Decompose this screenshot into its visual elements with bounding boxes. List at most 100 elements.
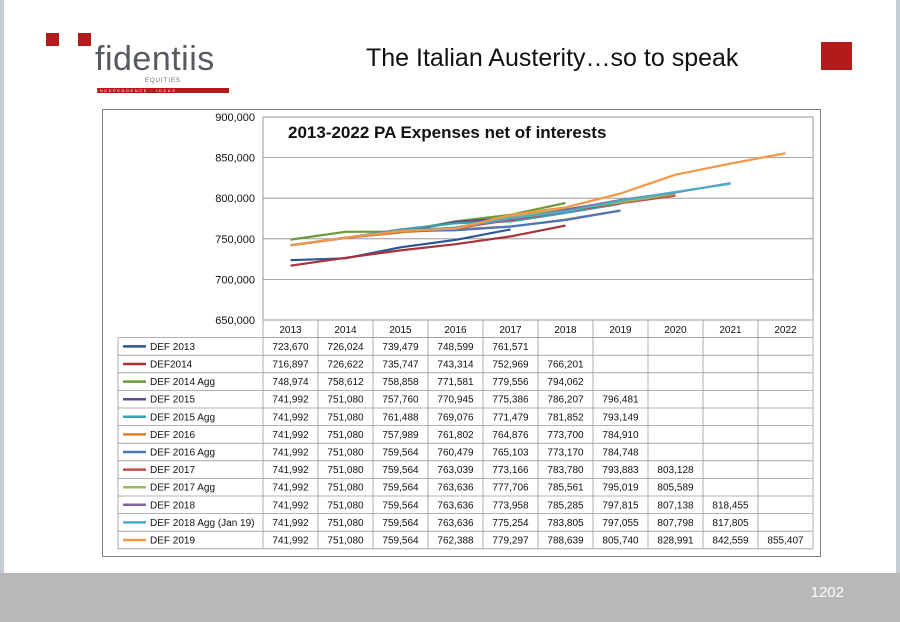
x-category-label: 2020 [664,325,687,336]
table-value: 741,992 [272,448,309,459]
chart-panel: 650,000 700,000 750,000 800,000 850,000 900,0… [102,109,821,557]
logo-square-1 [46,33,59,46]
table-value: 763,636 [437,500,474,511]
table-value: 757,760 [382,395,419,406]
table-value: 751,080 [327,536,364,547]
x-category-label: 2021 [719,325,742,336]
table-value: 763,636 [437,518,474,529]
table-value: 743,314 [437,360,474,371]
table-value: 797,815 [602,500,639,511]
table-value: 759,564 [382,483,419,494]
series-line-11 [290,152,786,247]
table-value: 726,622 [327,360,364,371]
table-value: 763,039 [437,465,474,476]
table-value: 723,670 [272,342,309,353]
footer-bar [0,573,900,622]
table-value: 716,897 [272,360,309,371]
legend-label: DEF 2015 [150,395,195,406]
table-value: 766,201 [547,360,584,371]
x-category-label: 2017 [499,325,522,336]
table-value: 770,945 [437,395,474,406]
x-category-label: 2016 [444,325,467,336]
legend-label: DEF 2018 [150,500,195,511]
table-value: 763,636 [437,483,474,494]
table-value: 785,285 [547,500,584,511]
legend-label: DEF2014 [150,360,193,371]
table-value: 775,254 [492,518,529,529]
table-value: 759,564 [382,536,419,547]
table-value: 795,019 [602,483,639,494]
table-value: 752,969 [492,360,529,371]
table-value: 855,407 [767,536,804,547]
table-value: 777,706 [492,483,529,494]
table-value: 828,991 [657,536,694,547]
legend-label: DEF 2015 Agg [150,412,215,423]
table-value: 773,700 [547,430,584,441]
table-value: 741,992 [272,412,309,423]
legend-label: DEF 2019 [150,536,195,547]
legend-label: DEF 2013 [150,342,195,353]
x-category-label: 2022 [774,325,797,336]
y-tick-label: 800,000 [215,193,255,205]
slide-frame-right [896,0,900,622]
table-value: 748,599 [437,342,474,353]
table-value: 779,556 [492,377,529,388]
table-value: 771,479 [492,412,529,423]
logo-text: fidentiis [95,40,215,78]
plot-area [262,116,814,321]
table-value: 784,748 [602,448,639,459]
table-value: 773,166 [492,465,529,476]
table-value: 751,080 [327,395,364,406]
table-value: 741,992 [272,536,309,547]
y-tick-label: 700,000 [215,274,255,286]
table-value: 748,974 [272,377,309,388]
table-value: 769,076 [437,412,474,423]
table-value: 773,170 [547,448,584,459]
table-value: 765,103 [492,448,529,459]
legend-label: DEF 2014 Agg [150,377,215,388]
table-value: 751,080 [327,500,364,511]
table-value: 751,080 [327,483,364,494]
table-value: 751,080 [327,518,364,529]
table-value: 759,564 [382,500,419,511]
logo-tagline-bar: INDEPENDENCE · IDEAS [97,88,229,93]
legend-label: DEF 2016 Agg [150,448,215,459]
table-value: 842,559 [712,536,749,547]
table-value: 803,128 [657,465,694,476]
x-category-label: 2015 [389,325,412,336]
table-value: 785,561 [547,483,584,494]
series-line-1 [290,224,566,267]
table-value: 751,080 [327,448,364,459]
table-value: 788,639 [547,536,584,547]
x-category-label: 2014 [334,325,357,336]
table-value: 773,958 [492,500,529,511]
table-value: 759,564 [382,448,419,459]
slide-title: The Italian Austerity…so to speak [366,44,739,72]
table-value: 751,080 [327,465,364,476]
table-value: 784,910 [602,430,639,441]
series-line-0 [290,228,511,262]
page-number: 1202 [810,584,844,601]
y-tick-label: 750,000 [215,234,255,246]
title-accent-square [821,42,852,70]
table-value: 779,297 [492,536,529,547]
table-value: 759,564 [382,518,419,529]
table-value: 793,883 [602,465,639,476]
table-value: 771,581 [437,377,474,388]
x-category-label: 2013 [279,325,302,336]
logo-subtitle: EQUITIES [145,78,182,84]
slide-frame-left [0,0,4,622]
x-category-label: 2019 [609,325,632,336]
table-value: 751,080 [327,412,364,423]
legend-label: DEF 2016 [150,430,195,441]
table-value: 760,479 [437,448,474,459]
table-value: 741,992 [272,430,309,441]
table-value: 739,479 [382,342,419,353]
table-value: 741,992 [272,500,309,511]
table-value: 758,612 [327,377,364,388]
x-category-label: 2018 [554,325,577,336]
logo-tagline: INDEPENDENCE · IDEAS [97,88,177,93]
legend-label: DEF 2017 [150,465,195,476]
table-value: 781,852 [547,412,584,423]
table-value: 761,571 [492,342,529,353]
